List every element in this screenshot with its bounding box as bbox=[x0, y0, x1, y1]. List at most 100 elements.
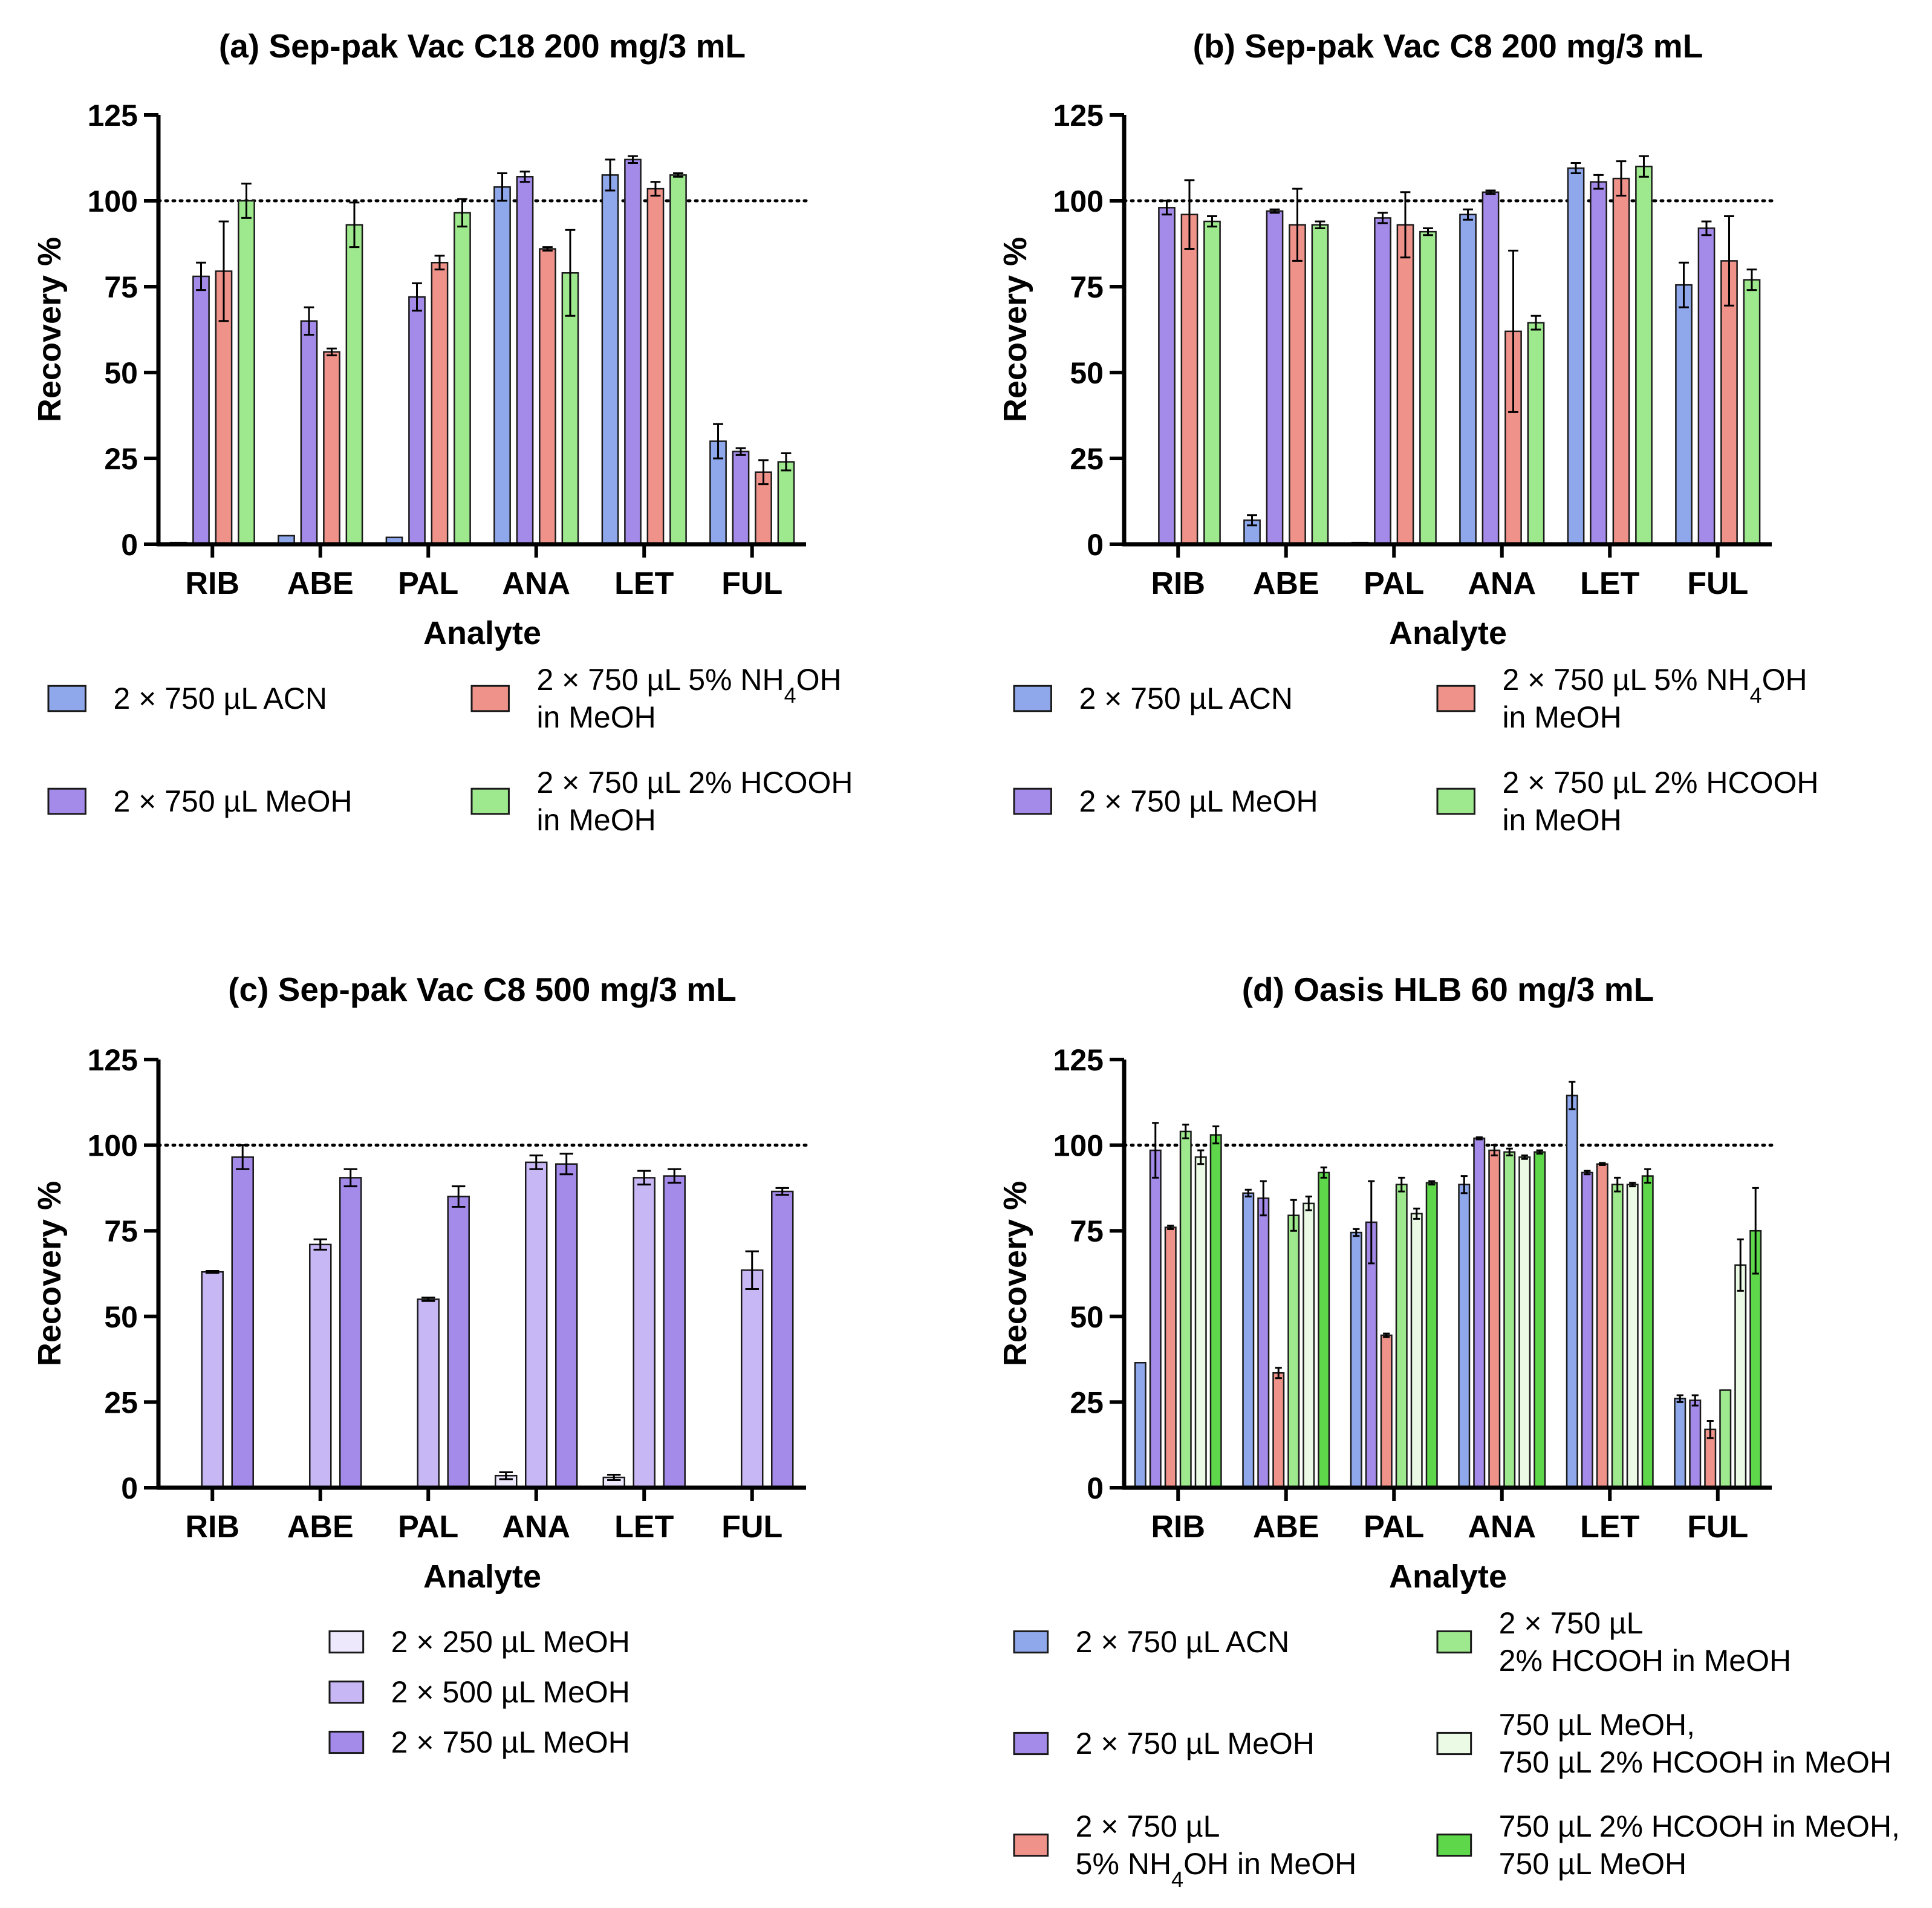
error-bar bbox=[607, 1473, 621, 1482]
error-bar bbox=[781, 452, 792, 472]
error-bar bbox=[1247, 514, 1257, 527]
bar-ana-series-6 bbox=[1534, 1151, 1546, 1489]
bar-abe-series-4 bbox=[1311, 224, 1329, 545]
legend-label-text: 750 µL MeOH, bbox=[1499, 1708, 1695, 1742]
legend-swatch bbox=[1436, 1731, 1472, 1756]
legend-swatch bbox=[328, 1680, 365, 1704]
x-tick-label-rib: RIB bbox=[1151, 1509, 1205, 1545]
error-bar bbox=[1724, 215, 1734, 307]
error-bar bbox=[1413, 1207, 1420, 1220]
x-tick-label-let: LET bbox=[614, 566, 674, 601]
y-tick-label: 75 bbox=[1070, 270, 1104, 304]
bar-ana-series-3 bbox=[1504, 330, 1522, 545]
bar-pal-series-4 bbox=[1419, 230, 1437, 545]
bar-let-series-2 bbox=[624, 158, 642, 545]
error-bar bbox=[1269, 208, 1280, 214]
legend: 2 × 250 µL MeOH 2 × 500 µL MeOH 2 × 750 µL… bbox=[328, 1625, 630, 1759]
legend-item: 2 × 750 µL ACN bbox=[1013, 1625, 1290, 1659]
legend-label: 2 × 750 µL MeOH bbox=[113, 784, 352, 818]
error-bar bbox=[1197, 1149, 1205, 1165]
bar-ana-series-1 bbox=[493, 186, 511, 545]
bar-ana-series-1 bbox=[1458, 1184, 1471, 1489]
bars bbox=[1134, 1081, 1762, 1489]
x-tick-label-pal: PAL bbox=[1364, 566, 1424, 601]
error-bar bbox=[758, 459, 769, 486]
bar-let-series-3 bbox=[1596, 1163, 1608, 1489]
y-tick-label: 50 bbox=[104, 356, 138, 390]
error-bar bbox=[745, 1250, 759, 1290]
bar-ful-series-2 bbox=[1697, 227, 1716, 545]
error-bar bbox=[1508, 249, 1518, 413]
bar-rib-series-3 bbox=[1164, 1226, 1177, 1489]
legend-label2-text: 5% NH bbox=[1076, 1847, 1171, 1881]
bar-rib-series-6 bbox=[1209, 1134, 1222, 1489]
legend-label-line2: in MeOH bbox=[536, 700, 655, 734]
bar-pal-series-2 bbox=[417, 1298, 440, 1489]
legend-label-text: 750 µL 2% HCOOH in MeOH, bbox=[1499, 1809, 1900, 1843]
error-bar bbox=[637, 1170, 651, 1186]
legend: 2 × 750 µL ACN 2 × 750 µL 2% HCOOH in MeOH… bbox=[1013, 1606, 1900, 1892]
bar-let-series-6 bbox=[1641, 1175, 1654, 1489]
legend-swatch bbox=[470, 685, 510, 712]
bar-rib-series-5 bbox=[1194, 1156, 1207, 1489]
error-bar bbox=[1400, 191, 1411, 259]
legend-label-text: 2 × 750 µL ACN bbox=[113, 682, 327, 715]
legend-label-text: 2 × 750 µL MeOH bbox=[1076, 1727, 1315, 1760]
error-bar bbox=[457, 198, 467, 228]
bar-let-series-3 bbox=[663, 1175, 686, 1489]
bar-let-series-1 bbox=[601, 174, 619, 545]
error-bar bbox=[343, 1168, 357, 1188]
y-tick-label: 25 bbox=[104, 442, 138, 476]
x-tick-label-pal: PAL bbox=[398, 566, 458, 601]
bars bbox=[1135, 155, 1761, 545]
legend-subscript: 4 bbox=[784, 683, 796, 708]
legend-label-text: 2 × 750 µL MeOH bbox=[1079, 784, 1318, 818]
error-bar bbox=[236, 1144, 250, 1170]
legend-label: 2 × 750 µL MeOH bbox=[1076, 1727, 1315, 1760]
legend-swatch bbox=[328, 1630, 365, 1654]
y-tick-label: 125 bbox=[88, 99, 138, 132]
bar-ful-series-2 bbox=[732, 451, 750, 545]
bar-pal-series-3 bbox=[1396, 224, 1414, 545]
x-tick-label-ful: FUL bbox=[721, 566, 782, 601]
bar-ana-series-3 bbox=[1488, 1149, 1501, 1489]
legend-label: 2 × 250 µL MeOH bbox=[391, 1625, 630, 1659]
legend-item: 2 × 750 µL 2% HCOOH in MeOH bbox=[1436, 1606, 1791, 1678]
legend-label-text: 2 × 750 µL ACN bbox=[1076, 1625, 1290, 1659]
error-bar bbox=[650, 181, 661, 197]
y-tick-label: 50 bbox=[104, 1300, 138, 1334]
y-tick-label: 100 bbox=[88, 184, 138, 218]
legend-label-text: 2 × 750 µL bbox=[1076, 1809, 1220, 1843]
error-bar bbox=[1260, 1180, 1267, 1217]
error-bar bbox=[497, 172, 507, 202]
legend-label: 750 µL MeOH, bbox=[1499, 1708, 1695, 1742]
error-bar bbox=[775, 1187, 789, 1196]
legend-label2-text: in MeOH bbox=[536, 803, 655, 837]
error-bar bbox=[559, 1153, 573, 1176]
bar-pal-series-4 bbox=[454, 212, 471, 545]
bar-pal-series-2 bbox=[408, 296, 426, 545]
error-bar bbox=[1428, 1180, 1436, 1186]
x-tick-label-abe: ABE bbox=[287, 566, 354, 601]
bar-abe-series-3 bbox=[323, 351, 340, 545]
y-tick-label: 0 bbox=[1087, 1471, 1104, 1505]
legend-swatch bbox=[1436, 1833, 1472, 1857]
error-bar bbox=[1521, 1154, 1528, 1160]
legend-label: 2 × 750 µL bbox=[1499, 1606, 1644, 1640]
bar-ful-series-2 bbox=[1689, 1399, 1702, 1489]
bar-ana-series-3 bbox=[555, 1163, 578, 1489]
error-bar bbox=[1315, 220, 1325, 229]
legend-label-text: 2 × 500 µL MeOH bbox=[391, 1675, 630, 1709]
error-bar bbox=[1536, 1149, 1543, 1155]
error-bar bbox=[1244, 1188, 1252, 1198]
y-tick-label: 125 bbox=[88, 1043, 138, 1077]
bar-ful-series-4 bbox=[777, 461, 795, 545]
bar-ana-series-2 bbox=[1482, 191, 1500, 545]
error-bar bbox=[1737, 1238, 1744, 1292]
error-bar bbox=[1167, 1225, 1174, 1230]
error-bar bbox=[1530, 314, 1541, 331]
x-tick-label-ful: FUL bbox=[1687, 566, 1748, 601]
legend-item: 2 × 750 µL MeOH bbox=[1013, 784, 1318, 818]
error-bar bbox=[1398, 1176, 1405, 1193]
x-tick-label-ana: ANA bbox=[502, 1509, 570, 1545]
